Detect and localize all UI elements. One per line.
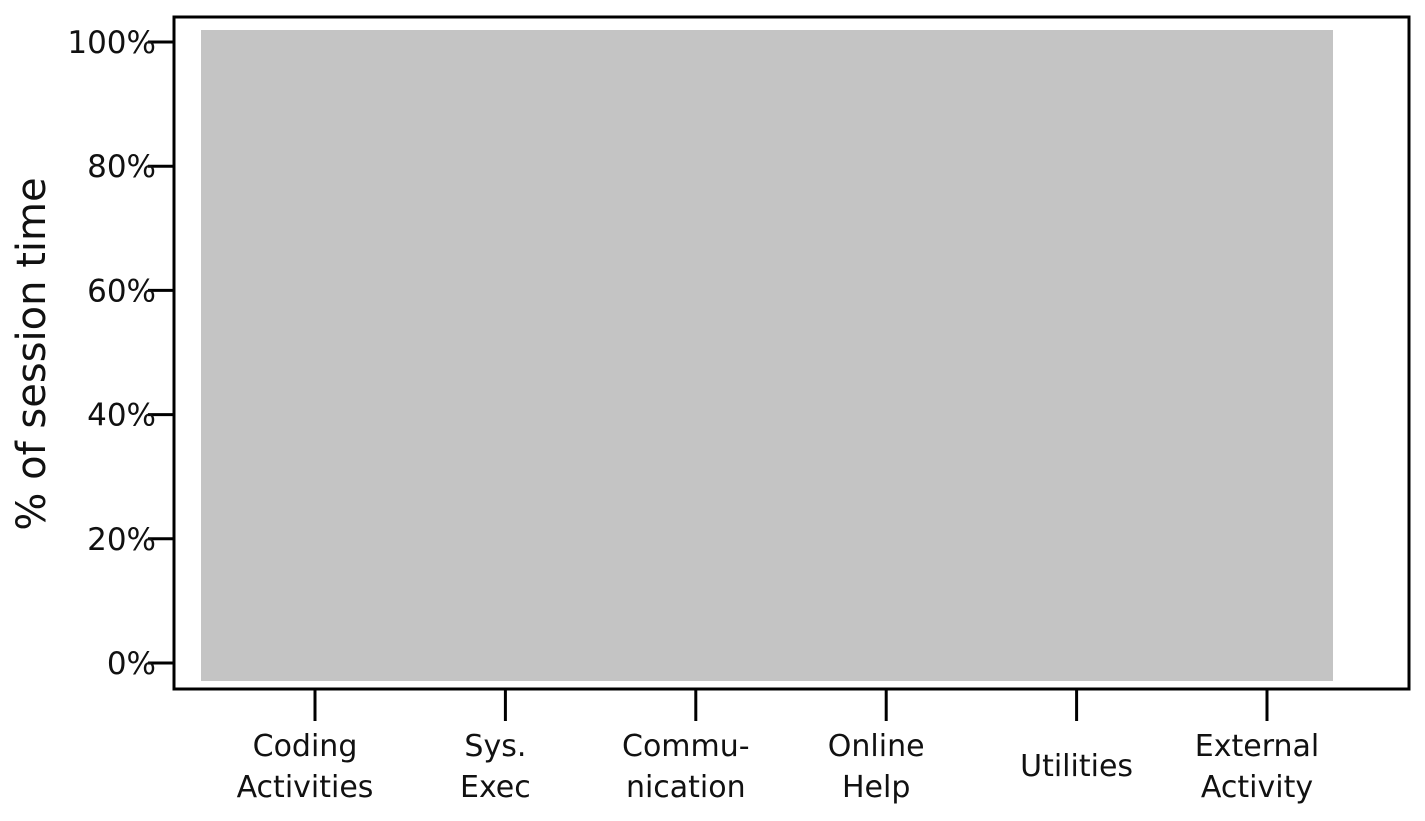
- background-band: [201, 30, 1333, 681]
- y-axis: 0% 20% 40% 60% 80% 100%: [67, 25, 174, 682]
- y-tick-label: 100%: [67, 25, 156, 61]
- x-category-label: Sys. Exec: [460, 729, 531, 805]
- y-tick-label: 40%: [87, 398, 156, 434]
- y-tick-label: 20%: [87, 522, 156, 558]
- x-category-label: Online Help: [828, 729, 925, 805]
- plot-frame: [172, 15, 1411, 691]
- y-tick-label: 60%: [87, 273, 156, 309]
- x-category-label: External Activity: [1195, 729, 1319, 805]
- y-axis-title: % of session time: [9, 177, 55, 530]
- x-category-label: Commu-nication: [622, 729, 750, 805]
- y-tick-label: 80%: [87, 149, 156, 185]
- x-axis: Coding Activities Sys. Exec Commu-nication On…: [237, 689, 1319, 805]
- y-tick-label: 0%: [107, 646, 156, 682]
- x-category-label: Coding Activities: [237, 729, 374, 805]
- x-category-label: Utilities: [1020, 749, 1133, 784]
